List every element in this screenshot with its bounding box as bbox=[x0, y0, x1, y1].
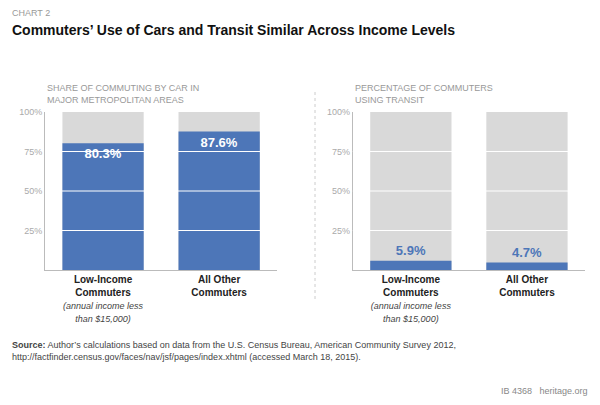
svg-text:5.9%: 5.9% bbox=[396, 243, 426, 258]
svg-text:Commuters’ Use of Cars and Tra: Commuters’ Use of Cars and Transit Simil… bbox=[12, 22, 455, 38]
svg-text:4.7%: 4.7% bbox=[512, 245, 542, 260]
svg-text:75%: 75% bbox=[332, 147, 350, 157]
svg-text:All OtherCommuters: All OtherCommuters bbox=[191, 274, 247, 298]
svg-text:50%: 50% bbox=[332, 186, 350, 196]
svg-text:PERCENTAGE OF COMMUTERSUSING T: PERCENTAGE OF COMMUTERSUSING TRANSIT bbox=[355, 83, 493, 105]
svg-text:Low-IncomeCommuters(annual inc: Low-IncomeCommuters(annual income lessth… bbox=[63, 274, 144, 324]
svg-text:CHART 2: CHART 2 bbox=[12, 8, 50, 18]
svg-text:25%: 25% bbox=[332, 226, 350, 236]
svg-text:87.6%: 87.6% bbox=[200, 135, 237, 150]
svg-text:SHARE OF COMMUTING BY CAR INMA: SHARE OF COMMUTING BY CAR INMAJOR METROP… bbox=[47, 83, 199, 105]
svg-text:100%: 100% bbox=[327, 107, 350, 117]
svg-text:75%: 75% bbox=[24, 147, 42, 157]
svg-text:Low-IncomeCommuters(annual inc: Low-IncomeCommuters(annual income lessth… bbox=[371, 274, 452, 324]
svg-text:80.3%: 80.3% bbox=[84, 146, 121, 161]
svg-text:IB 4368 heritage.org: IB 4368 heritage.org bbox=[501, 386, 588, 396]
svg-text:All OtherCommuters: All OtherCommuters bbox=[499, 274, 555, 298]
svg-text:100%: 100% bbox=[19, 107, 42, 117]
svg-text:25%: 25% bbox=[24, 226, 42, 236]
svg-text:50%: 50% bbox=[24, 186, 42, 196]
svg-text:Source: Author’s calculations: Source: Author’s calculations based on d… bbox=[12, 340, 456, 362]
